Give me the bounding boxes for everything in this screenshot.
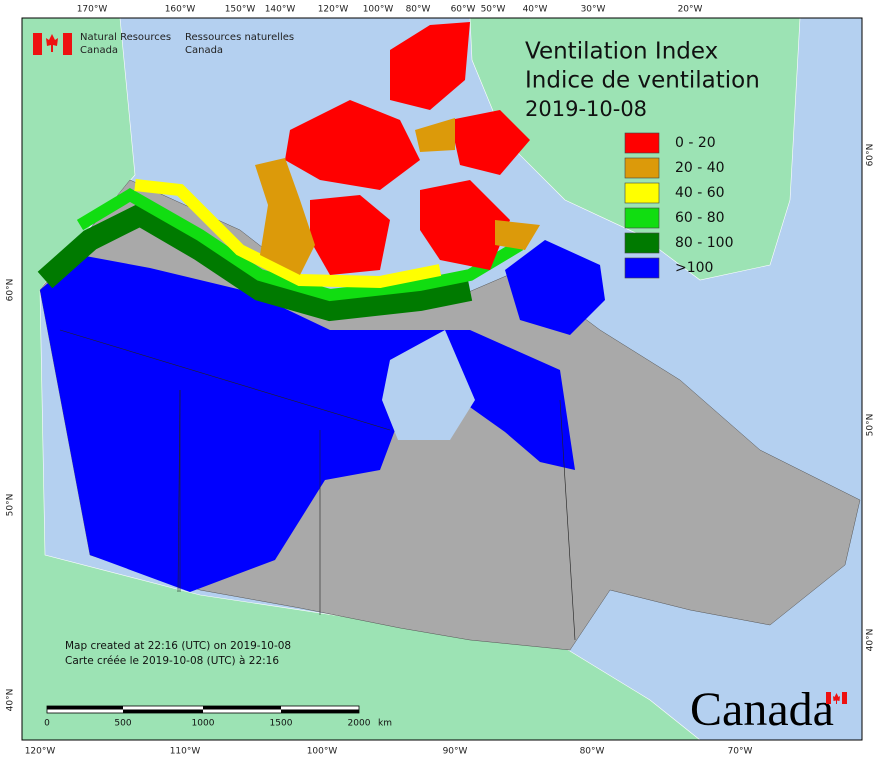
flag-bar (826, 692, 831, 704)
island (285, 100, 420, 190)
title-fr: Indice de ventilation (525, 68, 760, 94)
agency-signature: Natural Resources Canada Ressources natu… (33, 32, 294, 56)
legend-swatch (624, 207, 660, 229)
graticule-top: 120°W (318, 5, 349, 15)
blue-region-east (505, 240, 605, 335)
legend-label: 60 - 80 (675, 210, 725, 226)
graticule-left: 50°N (6, 494, 16, 517)
scale-label: 2000 (348, 719, 371, 729)
graticule-bottom: 90°W (443, 747, 468, 757)
graticule-top: 60°W (451, 5, 476, 15)
graticule-right: 40°N (866, 629, 876, 652)
graticule-bottom: 70°W (728, 747, 753, 757)
agency-en: Natural Resources (80, 32, 171, 43)
graticule-bottom: 110°W (170, 747, 201, 757)
hudson-bay (382, 330, 475, 440)
island (310, 195, 390, 275)
graticule-top: 160°W (165, 5, 196, 15)
band-40-60 (134, 179, 442, 289)
maple-leaf (833, 693, 840, 704)
legend-swatch (624, 132, 660, 154)
graticule-right: 60°N (866, 144, 876, 167)
legend-swatch (624, 257, 660, 279)
graticule-top: 30°W (581, 5, 606, 15)
title-en: Ventilation Index (525, 39, 718, 65)
wordmark: Canada (690, 683, 847, 736)
graticule-top: 100°W (363, 5, 394, 15)
created-fr: Carte créée le 2019-10-08 (UTC) à 22:16 (65, 655, 279, 667)
legend: 0 - 20 20 - 40 40 - 60 60 - 80 80 - 100 >100 (624, 132, 734, 279)
legend-label: 80 - 100 (675, 235, 734, 251)
scale-label: 500 (114, 719, 131, 729)
band-80-100 (37, 202, 473, 322)
graticule-bottom: 120°W (25, 747, 56, 757)
graticule-top: 140°W (265, 5, 296, 15)
scale-segment (203, 706, 281, 710)
legend-label: 0 - 20 (675, 135, 716, 151)
arctic-red (263, 22, 530, 275)
legend-label: 20 - 40 (675, 160, 725, 176)
border (559, 399, 576, 641)
basemap (21, 17, 863, 741)
legend-swatch (624, 182, 660, 204)
scale-label: 1500 (270, 719, 293, 729)
graticule-top: 170°W (77, 5, 108, 15)
legend-label: 40 - 60 (675, 185, 725, 201)
island (450, 110, 530, 175)
agency-en: Canada (80, 45, 118, 56)
graticule-top: 50°W (481, 5, 506, 15)
legend-swatch (624, 157, 660, 179)
legend-swatch (624, 232, 660, 254)
graticule-bottom: 80°W (580, 747, 605, 757)
island (255, 158, 315, 275)
border (59, 329, 391, 431)
scale-segment (47, 706, 123, 710)
created-en: Map created at 22:16 (UTC) on 2019-10-08 (65, 640, 291, 652)
scale-label: 0 (44, 719, 50, 729)
scale-segment (281, 709, 359, 713)
scale-label: 1000 (192, 719, 215, 729)
island (420, 180, 510, 270)
band-60-80 (76, 188, 524, 302)
island (415, 118, 455, 152)
graticule-top: 40°W (523, 5, 548, 15)
agency-fr: Ressources naturelles (185, 32, 294, 43)
scale-unit: km (378, 719, 392, 729)
graticule-left: 60°N (6, 279, 16, 302)
island (390, 22, 470, 110)
scale-segment (123, 709, 203, 713)
graticule-top: 80°W (406, 5, 431, 15)
flag-bar (842, 692, 847, 704)
graticule-left: 40°N (6, 689, 16, 712)
arctic-orange (255, 118, 540, 275)
flag-bar (33, 33, 42, 55)
canada-wordmark: Canada (690, 683, 834, 736)
graticule-bottom: 100°W (307, 747, 338, 757)
date: 2019-10-08 (525, 97, 647, 121)
flag-bar (63, 33, 72, 55)
maple-leaf (46, 34, 58, 52)
graticule-right: 50°N (866, 414, 876, 437)
scale-bar: 0 500 1000 1500 2000 km (44, 705, 392, 729)
provincial-borders (177, 389, 181, 593)
island (495, 220, 540, 250)
agency-fr: Canada (185, 45, 223, 56)
map-frame (21, 17, 863, 741)
legend-label: >100 (675, 260, 713, 276)
graticule-top: 20°W (678, 5, 703, 15)
graticule-top: 150°W (225, 5, 256, 15)
graticule-labels: 170°W 160°W 150°W 140°W 120°W 100°W 80°W 60°W 50… (6, 5, 876, 757)
